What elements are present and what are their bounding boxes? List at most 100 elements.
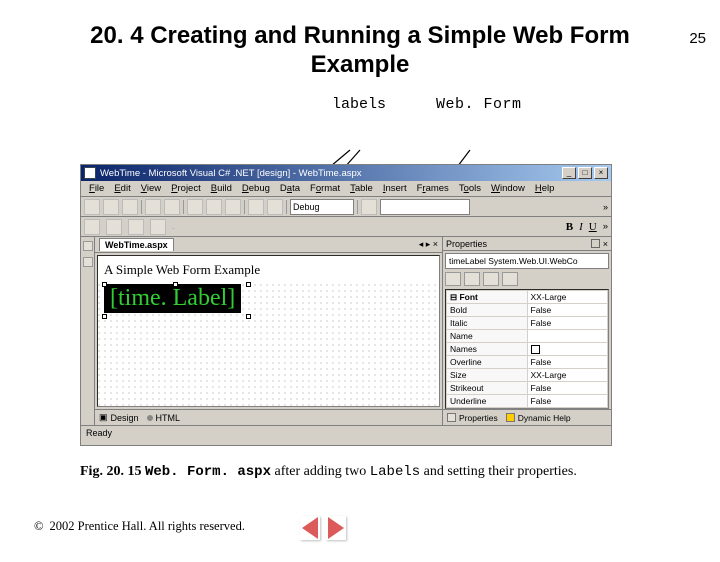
resize-handle[interactable]: [102, 314, 107, 319]
menu-view[interactable]: View: [137, 183, 165, 194]
nav-controls: [300, 516, 346, 540]
server-explorer-tab[interactable]: [83, 257, 93, 267]
toolbar-button[interactable]: [122, 199, 138, 215]
menu-insert[interactable]: Insert: [379, 183, 411, 194]
resize-handle[interactable]: [246, 282, 251, 287]
toolbar-sep: [244, 200, 245, 214]
italic-button[interactable]: I: [579, 221, 583, 233]
property-row[interactable]: ⊟ FontXX-Large: [447, 291, 608, 304]
design-view-tabs: ▣ Design HTML: [95, 409, 442, 425]
page-number: 25: [689, 30, 706, 47]
toolbar-button[interactable]: [361, 199, 377, 215]
ide-toolbar-format: . B I U »: [81, 217, 611, 237]
property-row[interactable]: SizeXX-Large: [447, 369, 608, 382]
minimize-button[interactable]: _: [562, 167, 576, 179]
menu-table[interactable]: Table: [346, 183, 377, 194]
property-row[interactable]: UnderlineFalse: [447, 395, 608, 408]
resize-handle[interactable]: [173, 282, 178, 287]
bold-button[interactable]: B: [566, 221, 573, 233]
toolbar-button[interactable]: [84, 199, 100, 215]
menu-data[interactable]: Data: [276, 183, 304, 194]
toolbar-button[interactable]: [206, 199, 222, 215]
property-row[interactable]: ItalicFalse: [447, 317, 608, 330]
toolbar-overflow[interactable]: »: [603, 221, 608, 232]
window-title: WebTime - Microsoft Visual C# .NET [desi…: [100, 168, 362, 179]
menu-debug[interactable]: Debug: [238, 183, 274, 194]
toolbar-button[interactable]: [84, 219, 100, 235]
document-tabbar: WebTime.aspx ◂ ▸ ×: [95, 237, 442, 253]
html-tab-button[interactable]: HTML: [147, 413, 181, 423]
toolbar-button[interactable]: [267, 199, 283, 215]
toolbar-overflow[interactable]: »: [603, 202, 608, 212]
heading-label[interactable]: A Simple Web Form Example: [104, 262, 260, 278]
menu-project[interactable]: Project: [167, 183, 205, 194]
next-slide-button[interactable]: [326, 516, 346, 540]
resize-handle[interactable]: [246, 314, 251, 319]
pushpin-icon[interactable]: [591, 239, 600, 248]
alphabetical-button[interactable]: [464, 272, 480, 286]
ide-left-dock: [81, 237, 95, 425]
toolbar-button[interactable]: [164, 199, 180, 215]
menu-build[interactable]: Build: [207, 183, 236, 194]
menu-file[interactable]: File: [85, 183, 108, 194]
toolbar-button[interactable]: [248, 199, 264, 215]
menu-format[interactable]: Format: [306, 183, 344, 194]
toolbar-button[interactable]: [150, 219, 166, 235]
properties-grid[interactable]: ⊟ FontXX-Large BoldFalse ItalicFalse Nam…: [445, 289, 609, 409]
props-button[interactable]: [483, 272, 499, 286]
toolbar-sep: [357, 200, 358, 214]
underline-button[interactable]: U: [589, 221, 597, 233]
menu-tools[interactable]: Tools: [455, 183, 485, 194]
dynamic-help-tab[interactable]: Dynamic Help: [502, 413, 575, 423]
menu-frames[interactable]: Frames: [413, 183, 453, 194]
toolbar-button[interactable]: [106, 219, 122, 235]
properties-tab[interactable]: Properties: [443, 413, 502, 423]
property-row[interactable]: StrikeoutFalse: [447, 382, 608, 395]
prev-slide-button[interactable]: [300, 516, 320, 540]
time-label[interactable]: [time. Label]: [104, 284, 241, 313]
toolbar-button[interactable]: [187, 199, 203, 215]
resize-handle[interactable]: [102, 282, 107, 287]
property-row[interactable]: BoldFalse: [447, 304, 608, 317]
menu-help[interactable]: Help: [531, 183, 559, 194]
toolbar-button[interactable]: [145, 199, 161, 215]
figure-caption: Fig. 20. 15 Web. Form. aspx after adding…: [80, 464, 640, 480]
ide-menubar: File Edit View Project Build Debug Data …: [81, 181, 611, 197]
property-row[interactable]: Name: [447, 330, 608, 343]
find-combo[interactable]: [380, 199, 470, 215]
copyright-footer: © 2002 Prentice Hall. All rights reserve…: [34, 519, 245, 534]
design-panel: WebTime.aspx ◂ ▸ × A Simple Web Form Exa…: [95, 237, 443, 425]
close-button[interactable]: ×: [594, 167, 608, 179]
properties-toolbar: [445, 271, 609, 287]
property-row[interactable]: Names: [447, 343, 608, 356]
toolbox-tab[interactable]: [83, 241, 93, 251]
design-surface[interactable]: A Simple Web Form Example [time. Label]: [97, 255, 440, 407]
ide-toolbar-main: Debug »: [81, 197, 611, 217]
toolbar-sep: [183, 200, 184, 214]
callouts: labels Web. Form: [0, 90, 720, 126]
slide-title: 20. 4 Creating and Running a Simple Web …: [80, 22, 640, 80]
toolbar-sep: [286, 200, 287, 214]
menu-edit[interactable]: Edit: [110, 183, 134, 194]
ide-window: WebTime - Microsoft Visual C# .NET [desi…: [80, 164, 612, 446]
callout-webform: Web. Form: [436, 96, 522, 113]
document-tab[interactable]: WebTime.aspx: [99, 238, 174, 251]
property-row[interactable]: OverlineFalse: [447, 356, 608, 369]
ide-body: WebTime.aspx ◂ ▸ × A Simple Web Form Exa…: [81, 237, 611, 425]
events-button[interactable]: [502, 272, 518, 286]
categorized-button[interactable]: [445, 272, 461, 286]
config-combo[interactable]: Debug: [290, 199, 354, 215]
menu-window[interactable]: Window: [487, 183, 529, 194]
properties-panel: Properties × timeLabel System.Web.UI.Web…: [443, 237, 611, 425]
panel-close-icon[interactable]: ×: [603, 239, 608, 249]
object-selector[interactable]: timeLabel System.Web.UI.WebCo: [445, 253, 609, 269]
ide-statusbar: Ready: [81, 425, 611, 439]
app-icon: [84, 167, 96, 179]
toolbar-button[interactable]: [103, 199, 119, 215]
toolbar-button[interactable]: [128, 219, 144, 235]
toolbar-button[interactable]: [225, 199, 241, 215]
window-controls: _ □ ×: [562, 167, 608, 179]
maximize-button[interactable]: □: [578, 167, 592, 179]
ide-titlebar: WebTime - Microsoft Visual C# .NET [desi…: [81, 165, 611, 181]
design-tab-button[interactable]: ▣ Design: [99, 412, 139, 423]
